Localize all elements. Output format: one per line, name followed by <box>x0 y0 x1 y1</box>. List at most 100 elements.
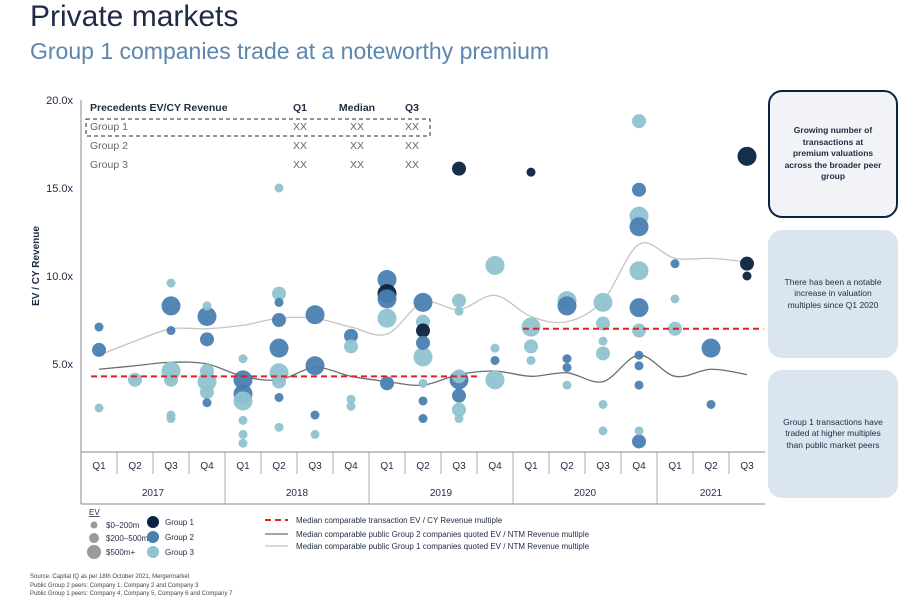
source-line: Source: Capital IQ as per 18th October 2… <box>30 574 190 580</box>
table-cell-q1: XX <box>293 140 307 152</box>
year-label: 2018 <box>286 488 309 499</box>
x-tick-label: Q1 <box>524 461 538 472</box>
data-point-group3 <box>485 370 505 390</box>
data-point-group1 <box>452 161 466 176</box>
data-point-group2 <box>418 414 428 424</box>
table-row-name: Group 2 <box>90 140 128 152</box>
data-point-group2 <box>166 326 176 336</box>
data-point-group2 <box>562 354 572 364</box>
data-point-group3 <box>238 429 248 439</box>
data-point-group2 <box>233 370 253 390</box>
data-point-group3 <box>526 355 536 365</box>
x-tick-label: Q3 <box>596 461 610 472</box>
data-point-group3 <box>202 301 212 311</box>
x-tick-label: Q4 <box>344 461 358 472</box>
data-point-group1 <box>742 271 752 281</box>
source-line: Public Group 1 peers: Company 4, Company… <box>30 591 233 598</box>
year-label: 2019 <box>430 488 453 499</box>
data-point-group3 <box>632 323 646 338</box>
data-point-group3 <box>274 183 284 193</box>
callout-growing-transactions: Growing number of transactions at premiu… <box>768 90 898 218</box>
data-point-group3 <box>200 364 214 379</box>
y-tick-label: 10.0x <box>46 271 73 283</box>
legend-group-label: Group 2 <box>165 533 194 542</box>
data-point-group3 <box>128 372 142 387</box>
table-cell-q3: XX <box>405 121 419 133</box>
table-header: Q1 <box>293 102 307 114</box>
source-line: Public Group 2 peers: Company 1, Company… <box>30 582 199 589</box>
data-point-group2 <box>413 292 433 312</box>
data-point-group3 <box>593 292 613 312</box>
data-point-group2 <box>490 355 500 365</box>
data-point-group3 <box>200 385 214 400</box>
legend-group-marker <box>147 531 159 543</box>
data-point-group2 <box>562 363 572 373</box>
data-point-group3 <box>634 426 644 436</box>
data-point-group3 <box>238 438 248 448</box>
x-tick-label: Q3 <box>308 461 322 472</box>
data-point-group3 <box>490 343 500 353</box>
data-point-group2 <box>272 313 286 327</box>
table-header: Precedents EV/CY Revenue <box>90 102 228 114</box>
data-point-group2 <box>274 392 284 402</box>
x-tick-label: Q3 <box>740 461 754 472</box>
data-point-group3 <box>346 394 356 404</box>
legend-size-marker <box>87 545 101 559</box>
legend-group-label: Group 3 <box>165 548 194 557</box>
data-point-group2 <box>197 306 217 326</box>
data-point-group3 <box>377 308 397 328</box>
data-point-group2 <box>161 296 181 316</box>
data-point-group3 <box>562 380 572 390</box>
data-point-group3 <box>166 278 176 288</box>
data-point-group2 <box>634 380 644 390</box>
year-label: 2020 <box>574 488 597 499</box>
data-point-group2 <box>377 289 397 309</box>
legend-size-marker <box>90 521 98 529</box>
data-point-group3 <box>164 372 178 387</box>
data-point-group3 <box>521 317 541 337</box>
data-point-group1 <box>737 146 757 166</box>
data-point-group2 <box>200 332 214 347</box>
legend-size-marker <box>89 533 99 543</box>
table-cell-q1: XX <box>293 121 307 133</box>
data-point-group2 <box>634 350 644 360</box>
page-title: Private markets <box>30 0 239 33</box>
data-point-group2 <box>701 338 721 358</box>
data-point-group2 <box>310 410 320 420</box>
y-axis-label: EV / CY Revenue <box>31 226 42 306</box>
page-subtitle: Group 1 companies trade at a noteworthy … <box>30 38 550 64</box>
data-point-group3 <box>346 401 356 411</box>
legend-ev-title: EV <box>89 508 100 517</box>
data-point-group3 <box>629 261 649 281</box>
data-point-group3 <box>524 339 538 354</box>
data-point-group1 <box>526 167 536 177</box>
x-tick-label: Q1 <box>92 461 106 472</box>
data-point-group3 <box>452 402 466 417</box>
x-tick-label: Q4 <box>488 461 502 472</box>
x-tick-label: Q1 <box>668 461 682 472</box>
data-point-group3 <box>238 354 248 364</box>
x-tick-label: Q4 <box>200 461 214 472</box>
data-point-group2 <box>452 388 466 403</box>
data-point-group2 <box>632 434 646 449</box>
data-point-group2 <box>274 297 284 307</box>
data-point-group2 <box>629 217 649 237</box>
data-point-group3 <box>418 378 428 388</box>
data-point-group2 <box>380 376 394 391</box>
data-point-group3 <box>632 114 646 129</box>
x-tick-label: Q3 <box>164 461 178 472</box>
x-tick-label: Q2 <box>272 461 286 472</box>
data-point-group3 <box>233 391 253 411</box>
data-point-group2 <box>670 259 680 269</box>
table-row-name: Group 3 <box>90 159 128 171</box>
legend-group-label: Group 1 <box>165 518 194 527</box>
x-tick-label: Q2 <box>560 461 574 472</box>
data-point-group1 <box>416 323 430 338</box>
data-point-group3 <box>596 346 610 361</box>
data-point-group3 <box>596 316 610 331</box>
data-point-group2 <box>418 396 428 406</box>
x-tick-label: Q2 <box>128 461 142 472</box>
data-point-group3 <box>454 306 464 316</box>
year-label: 2021 <box>700 488 723 499</box>
